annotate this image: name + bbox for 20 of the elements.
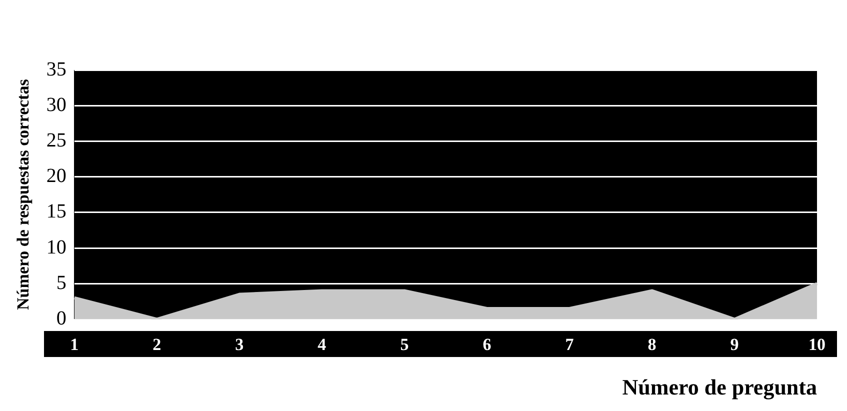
- y-tick-label: 20: [46, 165, 66, 188]
- y-tick-label: 5: [56, 272, 66, 294]
- x-tick-label: 4: [318, 334, 327, 354]
- x-tick-label: 9: [730, 334, 739, 354]
- y-tick-label: 0: [56, 307, 66, 330]
- y-tick-label: 25: [46, 129, 66, 152]
- x-axis-title: Número de pregunta: [622, 374, 817, 400]
- x-tick-label: 7: [565, 334, 574, 354]
- y-tick-label: 10: [46, 236, 66, 258]
- x-tick-label: 6: [482, 334, 492, 354]
- y-tick-label: 35: [46, 58, 66, 80]
- y-tick-label: 30: [46, 94, 66, 116]
- x-tick-label: 8: [648, 334, 656, 354]
- x-tick-label: 10: [808, 334, 826, 354]
- y-tick-label: 15: [46, 200, 66, 223]
- x-tick-label: 2: [152, 334, 162, 354]
- y-axis-title: Número de respuestas correctas: [14, 78, 33, 310]
- x-tick-label: 1: [70, 334, 79, 354]
- x-tick-label: 5: [400, 334, 409, 354]
- x-tick-label: 3: [235, 334, 244, 354]
